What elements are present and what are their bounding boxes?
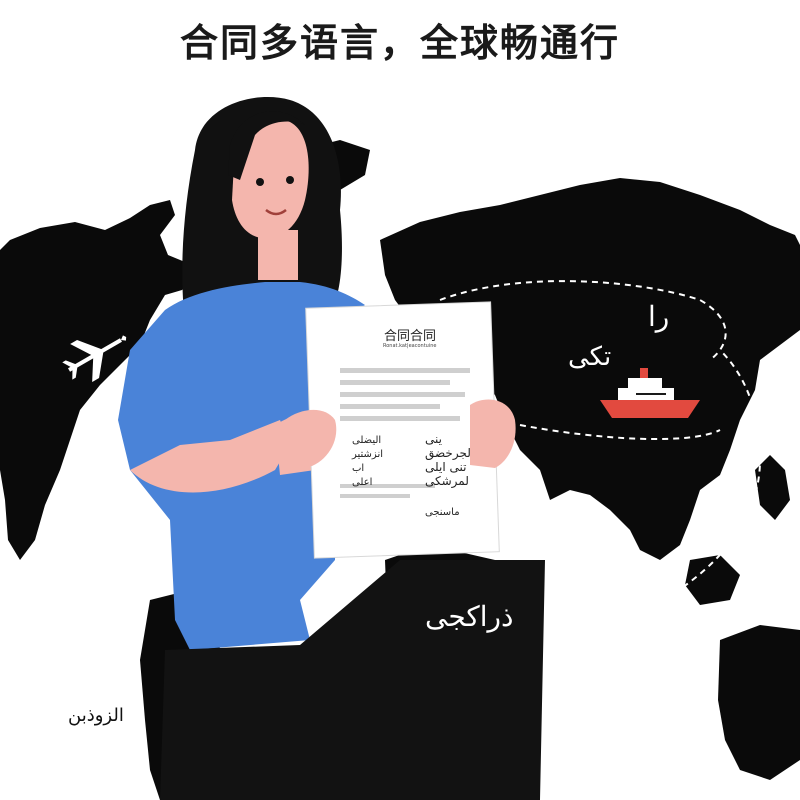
document-right-line: لمرشکی (425, 474, 469, 488)
neck (258, 230, 298, 280)
page-title: 合同多语言，全球畅通行 (179, 21, 620, 65)
map-label-africa: ذراكجی (425, 600, 514, 633)
document-subheading: Ronat.kat|eacontuine (383, 343, 437, 349)
left-hand-front (285, 409, 337, 468)
hair-fringe (228, 111, 305, 180)
airplane-icon (62, 335, 127, 383)
document-heading: 合同合同 (384, 329, 437, 344)
right-hand (470, 399, 516, 468)
ship-icon (600, 368, 700, 418)
document-signature: ماسنجی (425, 507, 460, 518)
document-right-line: لجرخضق (425, 446, 471, 460)
document-left-line: اب (352, 463, 365, 474)
left-arm (130, 420, 290, 493)
document-right-line: تنی ایلی (425, 460, 467, 474)
left-eye (256, 178, 264, 186)
map-label-asia-mid: تكی (568, 342, 612, 372)
document-left-line: الیضلی (352, 435, 382, 446)
route-lower-arc (519, 424, 721, 441)
eurasia-landmass (380, 178, 800, 560)
document-left-line: اعلی (352, 477, 373, 488)
document-text-lines (340, 368, 470, 498)
australia-landmass (718, 625, 800, 780)
right-eye (286, 176, 294, 184)
document-right-column: ینی لجرخضق تنی ایلی لمرشکی (425, 432, 471, 488)
route-outer-arc (539, 349, 762, 641)
smile (265, 208, 287, 216)
document-left-column: الیضلی انزشتیر اب اعلی (352, 434, 383, 490)
map-label-bottom-left: الزوذبن (68, 705, 124, 726)
japan-islands (755, 455, 790, 520)
face (232, 117, 309, 239)
north-america-landmass (0, 200, 195, 560)
woman-figure (118, 97, 545, 800)
shipping-route (439, 280, 762, 641)
indonesia-islands (685, 555, 740, 605)
map-label-asia-top: را (648, 300, 670, 333)
contract-document (305, 301, 500, 559)
pants (160, 560, 545, 800)
route-upper-arc (439, 280, 727, 361)
document-left-line: انزشتیر (352, 449, 384, 460)
document-right-line: ینی (425, 432, 442, 446)
